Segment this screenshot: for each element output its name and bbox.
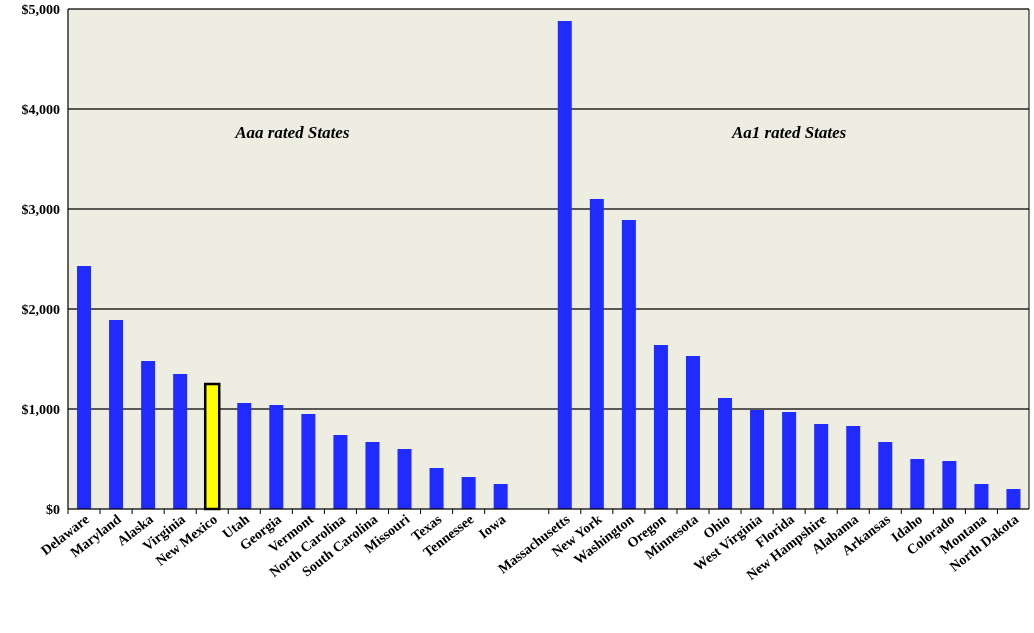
bar-alabama <box>846 426 861 509</box>
bar-new-mexico <box>203 382 221 511</box>
group-label: Aa1 rated States <box>731 123 847 142</box>
bar-ohio <box>718 398 733 509</box>
plot-area <box>68 9 1029 509</box>
bar-arkansas <box>878 442 893 509</box>
bar-minnesota <box>685 356 700 509</box>
y-tick-label: $1,000 <box>22 403 61 418</box>
bar-delaware <box>77 266 92 509</box>
bar-idaho <box>910 459 925 509</box>
bar-new-york <box>589 199 604 509</box>
bar-texas <box>429 468 444 509</box>
y-tick-labels: $0 $1,000 $2,000 $3,000 $4,000 $5,000 <box>22 3 61 518</box>
group-label: Aaa rated States <box>234 123 350 142</box>
axes <box>67 8 1030 514</box>
bar-virginia <box>173 374 188 509</box>
bar-georgia <box>269 405 284 509</box>
bar-florida <box>782 412 797 509</box>
bar-oregon <box>653 345 668 509</box>
y-tick-label: $4,000 <box>22 103 61 118</box>
bar-utah <box>237 403 252 509</box>
bar-iowa <box>493 484 508 509</box>
bars <box>77 21 1021 511</box>
bar-maryland <box>109 320 124 509</box>
y-tick-label: $3,000 <box>22 203 61 218</box>
bar-vermont <box>301 414 316 509</box>
y-tick-label: $5,000 <box>22 3 61 18</box>
bar-massachusetts <box>557 21 572 509</box>
x-tick-label: Iowa <box>477 512 510 542</box>
bar-washington <box>621 220 636 509</box>
bar-north-carolina <box>333 435 348 509</box>
bar-montana <box>974 484 989 509</box>
gridlines <box>68 8 1029 410</box>
bar-tennessee <box>461 477 476 509</box>
bar-colorado <box>942 461 957 509</box>
bar-west-virginia <box>750 410 765 509</box>
bar-south-carolina <box>365 442 380 509</box>
group-labels: Aaa rated States Aa1 rated States <box>234 123 846 142</box>
y-tick-label: $0 <box>46 503 60 518</box>
bar-north-dakota <box>1006 489 1021 509</box>
y-tick-label: $2,000 <box>22 303 61 318</box>
bar-new-hampshire <box>814 424 829 509</box>
bar-alaska <box>141 361 156 509</box>
bar-missouri <box>397 449 412 509</box>
